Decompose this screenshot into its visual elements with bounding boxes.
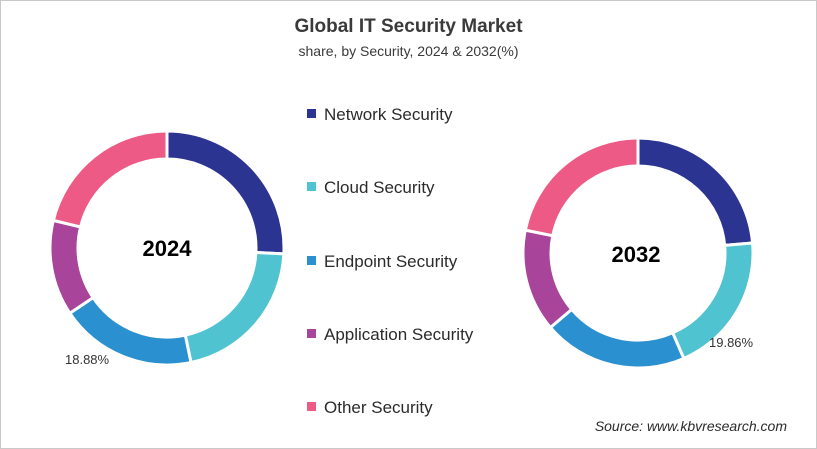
source-note: Source: www.kbvresearch.com (594, 418, 787, 434)
donut-segment-endpoint-security (548, 307, 686, 370)
year-label-2024: 2024 (142, 236, 192, 261)
swatch-icon (307, 329, 316, 339)
donut-segment-network-security (636, 136, 755, 248)
year-label-2032: 2032 (611, 242, 661, 267)
donut-segment-other-security (51, 129, 169, 229)
donut-segment-cloud-security (183, 250, 286, 365)
donut-segment-other-security (523, 136, 640, 238)
legend-item-network: Network Security (307, 104, 452, 126)
chart-title: Global IT Security Market (294, 16, 523, 37)
swatch-icon (307, 182, 316, 192)
pct-label-2032: 19.86% (709, 335, 754, 350)
swatch-icon (307, 109, 316, 119)
donut-segment-application-security (48, 218, 96, 316)
legend-item-endpoint: Endpoint Security (307, 251, 457, 273)
chart-subtitle: share, by Security, 2024 & 2032(%) (298, 43, 519, 59)
swatch-icon (307, 256, 316, 266)
swatch-icon (307, 402, 316, 412)
donut-segment-application-security (521, 228, 574, 330)
donut-chart-2024 (48, 129, 286, 367)
legend-item-application: Application Security (307, 324, 473, 346)
legend-item-other: Other Security (307, 397, 433, 419)
pct-label-2024: 18.88% (65, 352, 110, 367)
legend-item-cloud: Cloud Security (307, 177, 435, 199)
donut-chart-2032 (521, 136, 755, 370)
